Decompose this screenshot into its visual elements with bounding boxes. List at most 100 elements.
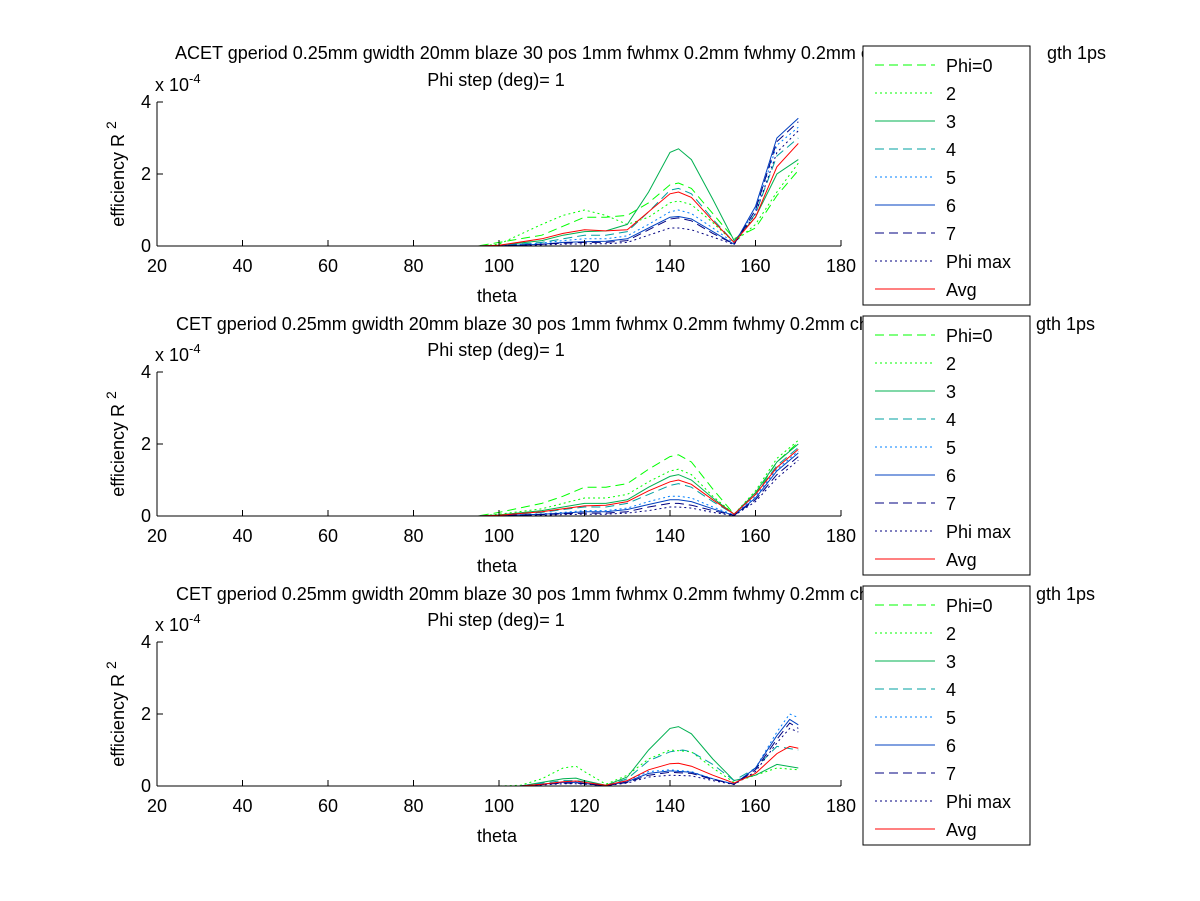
chart-title-tail: gth 1ps — [1036, 314, 1095, 334]
series-line-7 — [199, 456, 799, 517]
chart-title: CET gperiod 0.25mm gwidth 20mm blaze 30 … — [176, 584, 920, 604]
y-axis-label: efficiency R 2 — [103, 121, 128, 227]
legend-label: Avg — [946, 550, 977, 570]
y-tick-label: 2 — [141, 164, 151, 184]
legend-box — [862, 315, 1031, 576]
legend-label: 6 — [946, 736, 956, 756]
series-group — [199, 440, 799, 517]
legend-label: 2 — [946, 624, 956, 644]
legend-label: 5 — [946, 438, 956, 458]
series-line-3 — [199, 148, 799, 247]
legend-label: 3 — [946, 652, 956, 672]
x-tick-label: 20 — [147, 526, 167, 546]
x-tick-label: 160 — [740, 256, 770, 276]
legend-label: 5 — [946, 168, 956, 188]
legend-label: 7 — [946, 494, 956, 514]
legend-label: 4 — [946, 140, 956, 160]
chart-subtitle: Phi step (deg)= 1 — [427, 610, 565, 630]
legend: Phi=0 2 3 4 5 6 7 Phi max Avg — [862, 315, 1031, 576]
x-tick-label: 160 — [740, 796, 770, 816]
x-tick-label: 180 — [826, 526, 856, 546]
series-line-8 — [199, 727, 799, 787]
x-tick-label: 160 — [740, 526, 770, 546]
legend: Phi=0 2 3 4 5 6 7 Phi max Avg — [862, 585, 1031, 846]
x-tick-label: 60 — [318, 256, 338, 276]
plot-area — [157, 642, 841, 786]
x-tick-label: 40 — [232, 256, 252, 276]
x-tick-label: 80 — [403, 526, 423, 546]
chart-title-tail: gth 1ps — [1047, 43, 1106, 63]
legend-label: Phi max — [946, 252, 1011, 272]
y-exponent-label: x 10-4 — [155, 611, 201, 635]
series-line-4 — [199, 745, 799, 787]
x-tick-label: 140 — [655, 526, 685, 546]
legend-label: 7 — [946, 764, 956, 784]
legend-label: 7 — [946, 224, 956, 244]
series-line-4 — [199, 137, 799, 247]
legend-label: 5 — [946, 708, 956, 728]
y-tick-label: 0 — [141, 236, 151, 256]
legend-box — [862, 585, 1031, 846]
x-axis-label: theta — [477, 556, 518, 576]
x-tick-label: 100 — [484, 526, 514, 546]
series-line-5 — [199, 450, 799, 517]
series-group — [199, 117, 799, 247]
series-line-9 — [199, 449, 799, 517]
x-tick-label: 140 — [655, 796, 685, 816]
legend-label: Phi=0 — [946, 326, 993, 346]
legend-label: Phi max — [946, 522, 1011, 542]
y-tick-label: 4 — [141, 632, 151, 652]
legend-label: 6 — [946, 466, 956, 486]
y-tick-label: 4 — [141, 362, 151, 382]
legend-label: 3 — [946, 382, 956, 402]
x-tick-label: 60 — [318, 796, 338, 816]
legend-label: Avg — [946, 280, 977, 300]
x-tick-label: 100 — [484, 796, 514, 816]
chart-subtitle: Phi step (deg)= 1 — [427, 340, 565, 360]
y-tick-label: 4 — [141, 92, 151, 112]
x-tick-label: 40 — [232, 526, 252, 546]
series-line-9 — [199, 143, 799, 247]
series-line-1 — [199, 441, 799, 517]
legend-label: Avg — [946, 820, 977, 840]
legend-label: Phi max — [946, 792, 1011, 812]
legend: Phi=0 2 3 4 5 6 7 Phi max Avg — [862, 45, 1031, 306]
y-exponent-label: x 10-4 — [155, 71, 201, 95]
y-tick-label: 2 — [141, 704, 151, 724]
y-axis-label: efficiency R 2 — [103, 661, 128, 767]
series-line-7 — [199, 121, 799, 247]
x-axis-label: theta — [477, 286, 518, 306]
x-tick-label: 20 — [147, 256, 167, 276]
series-line-1 — [199, 170, 799, 247]
x-tick-label: 140 — [655, 256, 685, 276]
series-line-9 — [199, 745, 799, 787]
x-tick-label: 180 — [826, 256, 856, 276]
plot-area — [157, 102, 841, 246]
series-line-7 — [199, 722, 799, 787]
x-tick-label: 60 — [318, 526, 338, 546]
legend-label: Phi=0 — [946, 596, 993, 616]
chart-title: ACET gperiod 0.25mm gwidth 20mm blaze 30… — [175, 43, 931, 63]
plot-area — [157, 372, 841, 516]
legend-label: 3 — [946, 112, 956, 132]
legend-label: 6 — [946, 196, 956, 216]
legend-box — [862, 45, 1031, 306]
y-tick-label: 0 — [141, 776, 151, 796]
legend-label: 2 — [946, 84, 956, 104]
y-tick-label: 0 — [141, 506, 151, 526]
x-tick-label: 20 — [147, 796, 167, 816]
x-tick-label: 100 — [484, 256, 514, 276]
x-axis-label: theta — [477, 826, 518, 846]
series-line-2 — [199, 162, 799, 247]
legend-label: 4 — [946, 680, 956, 700]
y-exponent-label: x 10-4 — [155, 341, 201, 365]
x-tick-label: 80 — [403, 796, 423, 816]
x-tick-label: 40 — [232, 796, 252, 816]
legend-label: 4 — [946, 410, 956, 430]
legend-label: 2 — [946, 354, 956, 374]
x-tick-label: 180 — [826, 796, 856, 816]
